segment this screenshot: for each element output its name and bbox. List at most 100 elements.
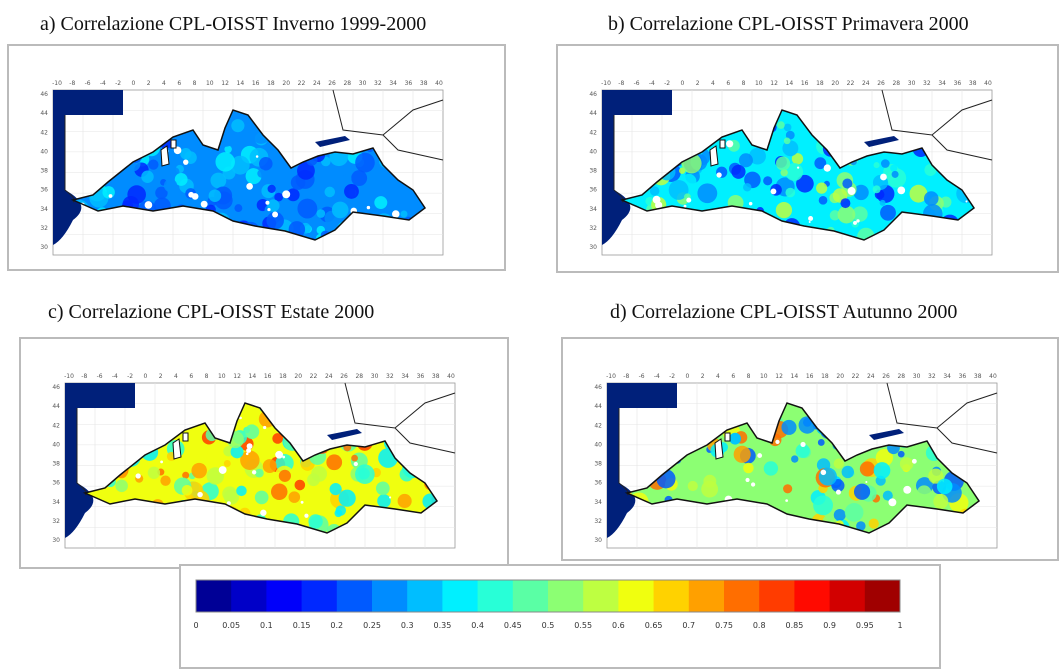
lat-label: 32 bbox=[40, 225, 48, 232]
sea-spot bbox=[649, 186, 660, 196]
sea-gap bbox=[246, 443, 253, 450]
lat-label: 44 bbox=[52, 403, 60, 410]
sea-spot bbox=[224, 145, 232, 154]
black-sea-strait bbox=[869, 429, 904, 440]
lon-label: 6 bbox=[177, 80, 181, 87]
sea-gap bbox=[226, 501, 231, 506]
colorbar-segment bbox=[829, 580, 866, 612]
sea-spot bbox=[163, 178, 178, 193]
panel-title: c) Correlazione CPL-OISST Estate 2000 bbox=[48, 301, 375, 323]
lon-label: 28 bbox=[892, 80, 900, 87]
sea-spot bbox=[334, 509, 343, 518]
lat-label: 38 bbox=[40, 168, 48, 175]
sea-spot bbox=[155, 186, 168, 200]
sea-spot bbox=[206, 447, 224, 465]
lon-label: 12 bbox=[775, 373, 783, 380]
sea-spot bbox=[244, 424, 260, 440]
sea-spot bbox=[890, 164, 898, 172]
sea-spot bbox=[796, 174, 814, 193]
sea-outline bbox=[82, 402, 439, 534]
sea-spot bbox=[837, 205, 856, 224]
sea-spot bbox=[859, 461, 875, 477]
colorbar-label: 1 bbox=[897, 621, 902, 630]
lon-label: 14 bbox=[249, 373, 257, 380]
sea-spot bbox=[785, 130, 795, 140]
sea-spot bbox=[257, 169, 266, 178]
sea-spot bbox=[833, 458, 844, 469]
sea-gap bbox=[391, 210, 400, 218]
lon-label: 12 bbox=[221, 80, 229, 87]
colorbar-label: 0 bbox=[193, 621, 198, 630]
sea-spot bbox=[931, 176, 944, 190]
lat-label: 34 bbox=[52, 499, 60, 506]
sea-spot bbox=[873, 162, 880, 169]
island bbox=[709, 139, 726, 167]
sea-gap bbox=[726, 140, 734, 148]
sea-spot bbox=[169, 167, 180, 177]
sea-spot bbox=[267, 184, 276, 193]
sea-spot bbox=[868, 518, 879, 529]
sea-spot bbox=[785, 187, 796, 198]
lon-label: 20 bbox=[282, 80, 290, 87]
sea-gap bbox=[200, 200, 208, 208]
lon-label: 6 bbox=[731, 373, 735, 380]
sea-spot bbox=[853, 483, 871, 500]
sea-gap bbox=[188, 191, 194, 198]
lon-label: 14 bbox=[237, 80, 245, 87]
lat-label: 44 bbox=[589, 110, 597, 117]
lon-label: 34 bbox=[943, 373, 951, 380]
lon-label: 16 bbox=[264, 373, 272, 380]
sea-gap bbox=[865, 481, 868, 484]
sea-spot bbox=[324, 186, 336, 198]
sea-gap bbox=[275, 450, 284, 459]
lon-label: 26 bbox=[877, 80, 885, 87]
sea-spot bbox=[873, 462, 891, 479]
sea-spot bbox=[254, 490, 269, 505]
lon-label: 2 bbox=[147, 80, 151, 87]
sea-spot bbox=[234, 204, 243, 213]
sea-spot bbox=[853, 184, 869, 201]
lon-label: 6 bbox=[189, 373, 193, 380]
colorbar-label: 0.45 bbox=[504, 621, 522, 630]
colorbar-segment bbox=[724, 580, 760, 612]
lon-label: 36 bbox=[954, 80, 962, 87]
sea-spot bbox=[236, 485, 247, 497]
lon-label: 10 bbox=[760, 373, 768, 380]
lon-label: 18 bbox=[267, 80, 275, 87]
sea-spot bbox=[782, 140, 799, 157]
sea-gap bbox=[745, 477, 750, 483]
lon-label: 2 bbox=[159, 373, 163, 380]
sea-gap bbox=[183, 159, 189, 165]
sea-gap bbox=[808, 215, 814, 221]
sea-spot bbox=[791, 455, 799, 463]
lon-label: 10 bbox=[206, 80, 214, 87]
sea-spot bbox=[806, 196, 816, 206]
atlantic bbox=[602, 115, 631, 245]
lon-label: 32 bbox=[923, 80, 931, 87]
lon-label: 20 bbox=[831, 80, 839, 87]
lon-label: 22 bbox=[852, 373, 860, 380]
lon-label: 26 bbox=[882, 373, 890, 380]
sea-spot bbox=[897, 450, 905, 458]
sea-gap bbox=[800, 441, 806, 448]
lon-label: -4 bbox=[649, 80, 655, 87]
lon-label: 8 bbox=[205, 373, 209, 380]
sea-spot bbox=[743, 183, 752, 192]
sea-spot bbox=[147, 466, 161, 479]
lat-label: 40 bbox=[40, 148, 48, 155]
lon-label: 12 bbox=[233, 373, 241, 380]
sea-spot bbox=[780, 168, 788, 177]
colorbar-segment bbox=[583, 580, 619, 612]
sea-gap bbox=[856, 219, 860, 223]
sea-spot bbox=[374, 196, 388, 210]
lon-label: 24 bbox=[862, 80, 870, 87]
sea-spot bbox=[852, 206, 868, 222]
lon-label: 34 bbox=[389, 80, 397, 87]
colorbar-segment bbox=[196, 580, 232, 612]
lon-label: -4 bbox=[654, 373, 660, 380]
sea-outline bbox=[619, 109, 976, 241]
sea-spot bbox=[331, 201, 349, 219]
sea-outline bbox=[624, 402, 981, 534]
sea-spot bbox=[891, 170, 899, 178]
